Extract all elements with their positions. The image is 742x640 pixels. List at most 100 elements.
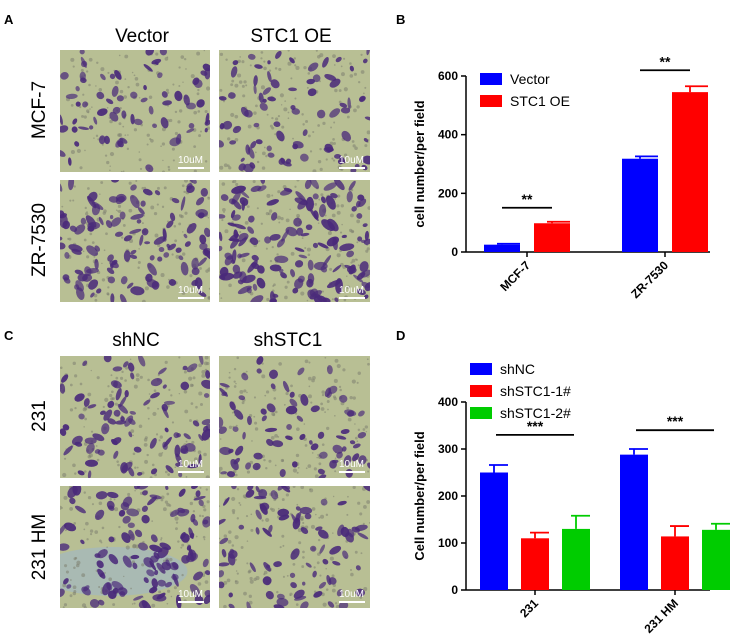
micrograph-pore xyxy=(275,117,279,121)
micrograph-pore xyxy=(306,299,309,302)
micrograph-cell xyxy=(268,524,273,534)
micrograph-pore xyxy=(134,489,136,492)
micrograph-pore xyxy=(352,396,356,400)
micrograph-pore xyxy=(250,513,253,516)
micrograph-cell xyxy=(178,255,184,261)
micrograph-cell xyxy=(290,269,296,277)
micrograph-cell xyxy=(315,293,323,302)
micrograph-pore xyxy=(274,133,277,136)
micrograph-cell xyxy=(204,127,208,133)
micrograph-cell xyxy=(154,190,161,196)
micrograph-cell xyxy=(110,263,114,269)
micrograph-cell xyxy=(290,104,296,110)
micrograph-pore xyxy=(70,57,75,62)
micrograph-pore xyxy=(235,182,239,187)
micrograph-pore xyxy=(150,205,155,210)
micrograph-pore xyxy=(119,89,124,94)
micrograph-cell xyxy=(319,451,328,459)
micrograph-pore xyxy=(241,258,246,263)
micrograph-pore xyxy=(296,503,299,506)
micrograph-cell xyxy=(304,180,312,190)
micrograph-pore xyxy=(303,66,307,70)
micrograph-pore xyxy=(241,60,245,64)
micrograph-pore xyxy=(316,561,320,565)
micrograph-pore xyxy=(256,207,259,210)
micrograph-pore xyxy=(351,258,356,263)
micrograph-cell xyxy=(229,401,236,411)
micrograph-cell xyxy=(300,527,309,534)
micrograph-cell xyxy=(169,562,179,571)
micrograph-cell xyxy=(233,223,246,230)
micrograph-pore xyxy=(174,131,178,136)
micrograph-pore xyxy=(324,214,327,217)
micrograph-cell xyxy=(252,283,258,291)
micrograph-cell xyxy=(352,443,361,449)
micrograph-pore xyxy=(263,573,266,576)
micrograph-pore xyxy=(246,205,250,208)
micrograph-pore xyxy=(228,425,233,430)
micrograph-pore xyxy=(324,356,327,359)
micrograph-pore xyxy=(307,253,311,256)
micrograph-cell xyxy=(259,102,268,111)
micrograph-pore xyxy=(174,239,178,243)
micrograph-cell xyxy=(320,498,328,506)
micrograph-c-shstc1-231hm xyxy=(219,486,370,608)
micrograph-cell xyxy=(86,443,95,454)
micrograph-pore xyxy=(181,543,185,547)
micrograph-pore xyxy=(180,55,185,59)
micrograph-cell xyxy=(60,383,66,394)
micrograph-cell xyxy=(149,437,157,449)
micrograph-cell xyxy=(360,239,366,243)
micrograph-cell xyxy=(290,582,297,589)
micrograph-cell xyxy=(183,94,190,106)
micrograph-cell xyxy=(113,380,118,388)
micrograph-pore xyxy=(74,556,78,560)
micrograph-cell xyxy=(94,449,101,454)
micrograph-pore xyxy=(278,221,281,224)
micrograph-cell xyxy=(298,254,308,259)
micrograph-cell xyxy=(250,141,257,149)
micrograph-pore xyxy=(254,151,257,154)
micrograph-pore xyxy=(286,574,289,577)
micrograph-cell xyxy=(174,444,181,458)
micrograph-pore xyxy=(243,591,247,596)
micrograph-pore xyxy=(271,246,274,249)
micrograph-pore xyxy=(86,538,89,541)
micrograph-cell xyxy=(157,256,163,262)
micrograph-pore xyxy=(325,513,329,517)
micrograph-pore xyxy=(231,496,236,502)
micrograph-cell xyxy=(180,532,186,540)
micrograph-cell xyxy=(60,125,69,133)
micrograph-pore xyxy=(356,219,361,224)
micrograph-cell xyxy=(65,93,78,99)
micrograph-pore xyxy=(234,580,239,585)
micrograph-cell xyxy=(60,588,65,598)
micrograph-cell xyxy=(267,60,271,65)
micrograph-pore xyxy=(265,466,268,470)
micrograph-pore xyxy=(289,594,292,597)
micrograph-cell xyxy=(251,262,260,270)
micrograph-cell xyxy=(307,289,317,300)
micrograph-pore xyxy=(124,78,127,81)
micrograph-cell xyxy=(176,433,181,438)
micrograph-cell xyxy=(63,578,69,585)
micrograph-pore xyxy=(316,456,318,459)
micrograph-cell xyxy=(276,597,289,607)
micrograph-cell xyxy=(353,274,364,283)
micrograph-pore xyxy=(242,494,247,498)
micrograph-cell xyxy=(356,213,363,219)
y-axis-label: Cell number/per field xyxy=(412,431,427,560)
micrograph-pore xyxy=(184,211,188,215)
micrograph-cell xyxy=(289,57,295,64)
micrograph-pore xyxy=(274,410,278,414)
micrograph-cell xyxy=(97,549,108,559)
micrograph-cell xyxy=(129,254,138,259)
micrograph-cell xyxy=(170,509,180,518)
micrograph-cell xyxy=(232,264,241,274)
micrograph-cell xyxy=(309,208,319,222)
micrograph-cell xyxy=(269,369,278,379)
micrograph-cell xyxy=(363,294,369,299)
micrograph-pore xyxy=(253,396,257,399)
micrograph-pore xyxy=(160,273,165,278)
micrograph-c-shnc-231 xyxy=(60,356,210,478)
